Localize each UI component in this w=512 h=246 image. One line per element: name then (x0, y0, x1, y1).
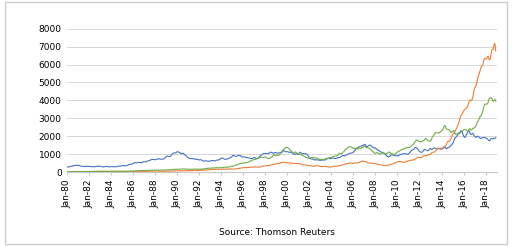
Line: MSCI Japan: MSCI Japan (67, 131, 496, 167)
Line: MSCI World: MSCI World (67, 98, 496, 172)
Line: MSCI US: MSCI US (67, 43, 496, 172)
Text: Source: Thomson Reuters: Source: Thomson Reuters (219, 228, 334, 237)
